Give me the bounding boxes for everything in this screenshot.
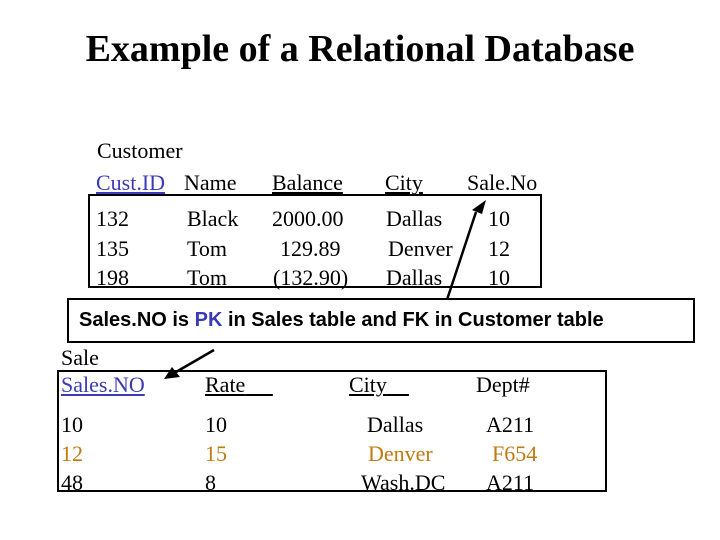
page-title: Example of a Relational Database [85, 28, 635, 70]
sale-table-caption: Sale [61, 345, 99, 370]
sale-cell: 15 [205, 441, 227, 466]
sale-cell: Wash.DC [361, 470, 446, 495]
customer-cell: 132 [96, 206, 129, 231]
customer-table-caption: Customer [97, 138, 183, 163]
note-text: Sales.NO is PK in Sales table and FK in … [79, 309, 604, 331]
customer-cell: Denver [388, 236, 453, 261]
sale-cell: 10 [205, 412, 227, 437]
customer-cell: 135 [96, 236, 129, 261]
customer-header-name: Name [184, 170, 237, 195]
customer-header-custid: Cust.ID [96, 170, 166, 195]
sale-cell: 48 [61, 470, 83, 495]
customer-cell: Dallas [386, 206, 443, 231]
sale-cell: A211 [486, 470, 535, 495]
sale-table-border [57, 370, 607, 492]
customer-cell: Tom [187, 236, 228, 261]
pk-arrow-line [175, 348, 215, 374]
sale-header-dept: Dept# [476, 372, 530, 397]
sale-header-salesno: Sales.NO [61, 372, 145, 397]
customer-table-border [88, 194, 542, 288]
sale-cell: F654 [492, 441, 538, 466]
fk-keyword: FK [402, 309, 430, 331]
customer-header-saleno: Sale.No [467, 170, 538, 195]
customer-cell: Tom [187, 265, 228, 290]
sale-header-rate: Rate [205, 372, 246, 397]
customer-cell: Dallas [386, 265, 443, 290]
customer-cell: 12 [488, 236, 510, 261]
note-box [67, 298, 695, 343]
sale-cell: 10 [61, 412, 83, 437]
customer-cell: 2000.00 [272, 206, 344, 231]
sale-cell: 12 [61, 441, 83, 466]
customer-cell: 129.89 [280, 236, 341, 261]
customer-cell: 10 [488, 206, 510, 231]
customer-cell: (132.90) [273, 265, 349, 290]
sale-cell: A211 [486, 412, 535, 437]
customer-header-city: City [385, 170, 423, 195]
sale-cell: 8 [205, 470, 216, 495]
sale-cell: Denver [368, 441, 433, 466]
sale-cell: Dallas [367, 412, 424, 437]
pk-keyword: PK [194, 309, 223, 331]
customer-cell: 198 [96, 265, 129, 290]
customer-header-balance: Balance [272, 170, 343, 195]
customer-cell: 10 [488, 265, 510, 290]
customer-cell: Black [187, 206, 239, 231]
sale-header-city: City [349, 372, 387, 397]
